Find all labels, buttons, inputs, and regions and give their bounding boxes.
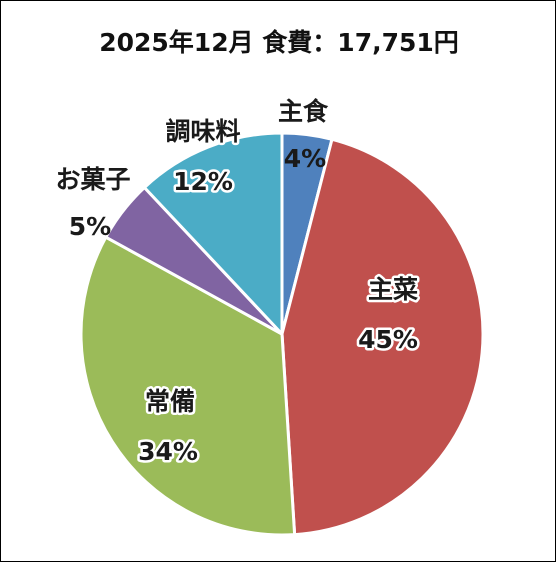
pie-slice-2 [280, 137, 485, 537]
pie-slice-5 [142, 131, 284, 336]
slice-percent-5: 12% [173, 167, 233, 196]
slice-label-3: 常備 [145, 387, 195, 416]
chart-title: 2025年12月 食費：17,751円 [99, 28, 459, 57]
slice-label-2: 主菜 [368, 275, 418, 304]
slice-percent-2: 45% [358, 325, 418, 354]
slice-label-5: 調味料 [165, 117, 240, 146]
slice-percent-4: 5% [69, 212, 111, 241]
slice-percent-1: 4% [284, 144, 326, 173]
slice-label-4: お菓子 [55, 165, 130, 194]
slice-label-1: 主食 [278, 97, 329, 126]
slice-percent-3: 34% [138, 437, 198, 466]
